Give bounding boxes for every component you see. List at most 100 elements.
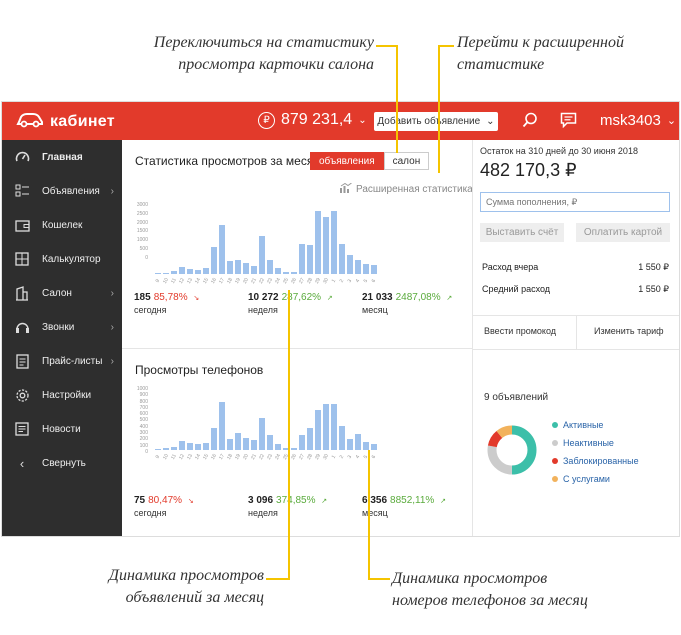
x-tick: 17 [218, 277, 226, 285]
x-tick: 27 [298, 277, 306, 285]
chart-bar [171, 270, 177, 274]
account-panel: Остаток на 310 дней до 30 июня 2018 482 … [472, 140, 679, 536]
sidebar-item-label: Свернуть [42, 457, 86, 469]
sidebar-item-listings[interactable]: Объявления › [2, 174, 122, 208]
divider [472, 315, 679, 316]
x-tick: 11 [170, 277, 178, 285]
callout-text: Перейти к расширенной [457, 34, 624, 51]
x-tick: 14 [194, 277, 202, 285]
chart-bar [283, 271, 289, 274]
x-tick: 4 [354, 278, 362, 284]
chart-bar [203, 268, 209, 274]
phones-y-axis: 1000 900 800 700 600 500 400 300 200 100… [128, 386, 148, 455]
legend-dot [552, 440, 558, 446]
search-icon[interactable] [522, 112, 540, 130]
pay-card-button[interactable]: Оплатить картой [576, 223, 670, 242]
news-icon [14, 421, 30, 437]
sidebar-item-main[interactable]: Главная [2, 140, 122, 174]
stat-percent: 80,47% [148, 495, 183, 506]
toggle-salon[interactable]: салон [383, 152, 430, 170]
sidebar-item-settings[interactable]: Настройки [2, 378, 122, 412]
sidebar-item-pricelists[interactable]: Прайс-листы › [2, 344, 122, 378]
callout-text: Переключиться на статистику [153, 34, 374, 51]
toggle-listings[interactable]: объявления [310, 152, 384, 170]
top-bar: кабинет ₽ 879 231,4 ⌄ Добавить объявлени… [2, 102, 679, 140]
stat-percent: 374,85% [276, 495, 316, 506]
x-tick: 13 [186, 277, 194, 285]
row-value: 1 550 ₽ [638, 262, 669, 272]
legend-services[interactable]: С услугами [552, 474, 610, 484]
chart-bar [371, 264, 377, 274]
extended-stats-link[interactable]: Расширенная статистика [340, 182, 473, 196]
chart-bar [291, 448, 297, 450]
sidebar-collapse[interactable]: ‹ Свернуть [2, 446, 122, 480]
x-tick: 24 [274, 277, 282, 285]
x-tick: 1 [330, 278, 338, 284]
callout-text: Динамика просмотров [108, 567, 264, 584]
chart-bar [155, 448, 161, 450]
chart-bar [299, 243, 305, 274]
username: msk3403 [600, 112, 661, 129]
stat-percent: 8852,11% [390, 495, 435, 506]
invoice-button[interactable]: Выставить счёт [480, 223, 564, 242]
topup-amount-input[interactable] [480, 192, 670, 212]
x-tick: 10 [162, 277, 170, 285]
y-tick: 400 [139, 423, 148, 430]
chart-bar [363, 263, 369, 274]
wallet-icon [14, 217, 30, 233]
sidebar-item-wallet[interactable]: Кошелек [2, 208, 122, 242]
balance-value: 879 231,4 [281, 111, 353, 128]
x-tick: 21 [250, 277, 258, 285]
views-x-axis: 9 10 11 12 13 14 15 16 17 18 19 20 21 22 23 24 25 26 27 28 2… [155, 277, 378, 285]
chart-bar [291, 272, 297, 274]
chart-bar [219, 401, 225, 450]
sidebar-item-salon[interactable]: Салон › [2, 276, 122, 310]
sidebar-item-calculator[interactable]: Калькулятор [2, 242, 122, 276]
chart-bar [307, 428, 313, 450]
chart-bar [179, 266, 185, 274]
x-tick: 6 [370, 278, 378, 284]
sidebar-item-calls[interactable]: Звонки › [2, 310, 122, 344]
views-stat-week: 10 272 287,62% ↗ неделя [248, 292, 333, 315]
phones-x-axis: 9 10 11 12 13 14 15 16 17 18 19 20 21 22 23 24 25 26 27 28 2… [155, 453, 378, 461]
promo-code-button[interactable]: Ввести промокод [484, 326, 557, 336]
x-tick: 30 [322, 453, 330, 461]
stat-number: 21 033 [362, 292, 393, 303]
sidebar-item-news[interactable]: Новости [2, 412, 122, 446]
y-tick: 600 [139, 411, 148, 418]
chart-bar [275, 444, 281, 450]
legend-inactive[interactable]: Неактивные [552, 438, 614, 448]
user-menu[interactable]: msk3403 ⌄ [600, 112, 676, 129]
y-tick: 700 [139, 404, 148, 411]
chart-bar [363, 441, 369, 450]
callout-salon-toggle: Переключиться на статистику просмотра ка… [130, 32, 374, 76]
sidebar-item-label: Настройки [42, 389, 92, 401]
chart-bar [243, 262, 249, 274]
y-tick: 300 [139, 430, 148, 437]
phones-stat-week: 3 096 374,85% ↗ неделя [248, 495, 327, 518]
legend-blocked[interactable]: Заблокированные [552, 456, 639, 466]
phones-stat-month: 6 356 8852,11% ↗ месяц [362, 495, 446, 518]
chart-bar [259, 235, 265, 274]
logo[interactable]: кабинет [16, 110, 115, 133]
collapse-icon: ‹ [19, 455, 25, 471]
calculator-icon [14, 251, 30, 267]
add-listing-button[interactable]: Добавить объявление ⌄ [374, 112, 498, 131]
row-value: 1 550 ₽ [638, 284, 669, 294]
change-tariff-button[interactable]: Изменить тариф [594, 326, 664, 336]
chart-bar [275, 268, 281, 274]
x-tick: 1 [330, 454, 338, 460]
sidebar-item-label: Новости [42, 423, 81, 435]
legend-active[interactable]: Активные [552, 420, 603, 430]
chart-bar [163, 448, 169, 450]
chat-icon[interactable] [560, 112, 578, 130]
x-tick: 20 [242, 277, 250, 285]
stat-number: 6 356 [362, 495, 388, 506]
header-balance[interactable]: ₽ 879 231,4 ⌄ [258, 111, 367, 129]
sidebar-item-label: Кошелек [42, 219, 83, 231]
phone-icon [14, 319, 30, 335]
document-icon [14, 353, 30, 369]
x-tick: 24 [274, 453, 282, 461]
x-tick: 26 [290, 277, 298, 285]
x-tick: 28 [306, 277, 314, 285]
